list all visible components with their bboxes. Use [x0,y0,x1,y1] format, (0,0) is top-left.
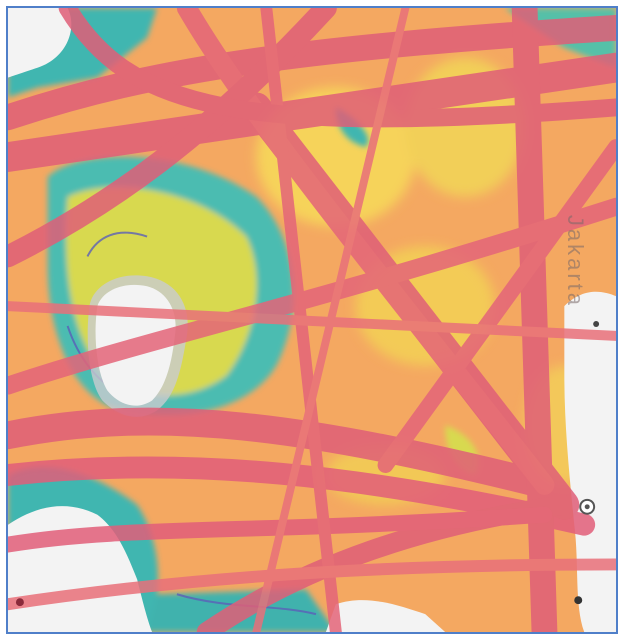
high-density-shipping-lanes [8,8,616,632]
city-label: Jakarta [563,214,588,308]
location-dot-icon[interactable] [593,320,600,327]
port-dot-icon[interactable] [584,504,590,510]
location-dot-icon[interactable] [574,596,583,605]
location-dot-icon[interactable] [15,598,24,607]
shipping-density-map[interactable] [8,8,616,632]
map-frame: Jakarta [6,6,618,634]
